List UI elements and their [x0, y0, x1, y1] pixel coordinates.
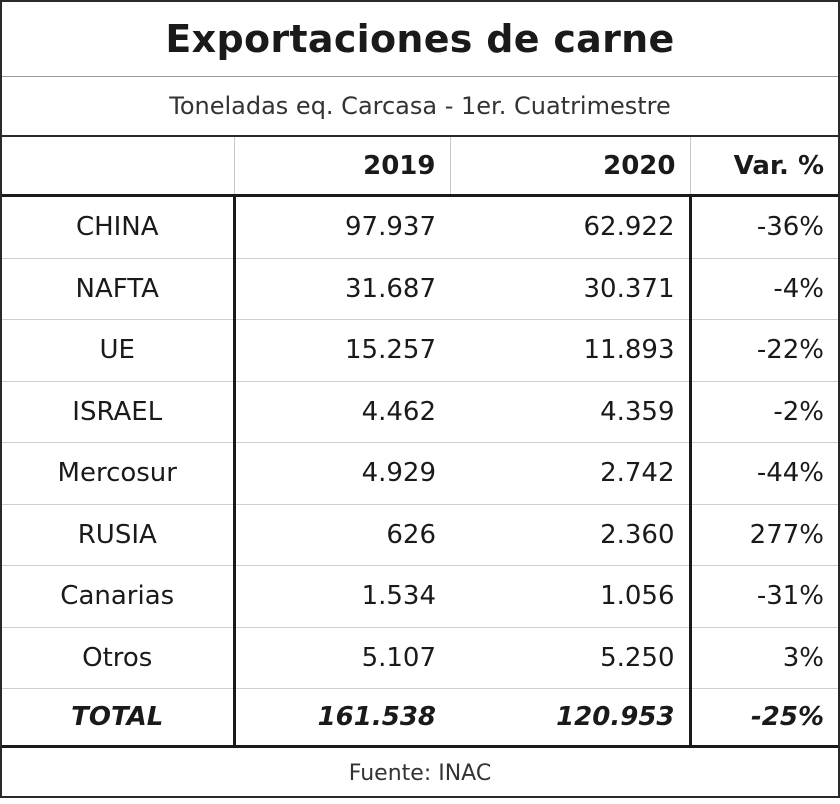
value-2019-cell: 97.937	[232, 195, 450, 259]
value-2019-cell: 5.107	[232, 627, 450, 689]
value-2019-cell: 31.687	[232, 258, 450, 320]
total-var: -25%	[688, 688, 838, 748]
table-subtitle: Toneladas eq. Carcasa - 1er. Cuatrimestr…	[2, 77, 838, 137]
variation-cell: 3%	[688, 627, 838, 689]
table-row: UE 15.257 11.893 -22%	[2, 319, 838, 382]
table-body: CHINA 97.937 62.922 -36% NAFTA 31.687 30.371 -4…	[2, 195, 838, 748]
value-2020-cell: 4.359	[450, 381, 690, 443]
country-cell: CHINA	[2, 195, 234, 259]
header-2020: 2020	[449, 137, 690, 197]
table-row: Mercosur 4.929 2.742 -44%	[2, 442, 838, 505]
table-row: CHINA 97.937 62.922 -36%	[2, 195, 838, 259]
value-2019-cell: 1.534	[232, 565, 450, 628]
header-empty	[2, 137, 234, 197]
country-cell: NAFTA	[2, 258, 234, 320]
source-note: Fuente: INAC	[348, 761, 492, 786]
value-2019-cell: 626	[232, 504, 450, 566]
variation-cell: 277%	[688, 504, 838, 566]
value-2020-cell: 2.742	[450, 442, 690, 505]
table-title: Exportaciones de carne	[2, 2, 838, 77]
table-row: NAFTA 31.687 30.371 -4%	[2, 258, 838, 320]
table-row: Canarias 1.534 1.056 -31%	[2, 565, 838, 628]
table-row: Otros 5.107 5.250 3%	[2, 627, 838, 689]
variation-cell: -36%	[688, 195, 838, 259]
country-cell: Mercosur	[2, 442, 234, 505]
country-cell: ISRAEL	[2, 381, 234, 443]
value-2019-cell: 4.929	[232, 442, 450, 505]
value-2020-cell: 11.893	[450, 319, 690, 382]
country-cell: RUSIA	[2, 504, 234, 566]
value-2020-cell: 62.922	[450, 195, 690, 259]
value-2020-cell: 1.056	[450, 565, 690, 628]
variation-cell: -31%	[688, 565, 838, 628]
table-row: ISRAEL 4.462 4.359 -2%	[2, 381, 838, 443]
variation-cell: -2%	[688, 381, 838, 443]
header-var: Var. %	[689, 137, 838, 197]
country-cell: UE	[2, 319, 234, 382]
variation-cell: -4%	[688, 258, 838, 320]
value-2020-cell: 5.250	[450, 627, 690, 689]
country-cell: Canarias	[2, 565, 234, 628]
total-row: TOTAL 161.538 120.953 -25%	[2, 688, 838, 748]
header-row: 2019 2020 Var. %	[2, 137, 838, 197]
value-2020-cell: 30.371	[450, 258, 690, 320]
total-label: TOTAL	[2, 688, 234, 748]
header-2019: 2019	[233, 137, 450, 197]
value-2019-cell: 15.257	[232, 319, 450, 382]
table-row: RUSIA 626 2.360 277%	[2, 504, 838, 566]
exports-table: 2019 2020 Var. % CHINA 97.937 62.922 -36% NA…	[2, 137, 838, 748]
value-2020-cell: 2.360	[450, 504, 690, 566]
country-cell: Otros	[2, 627, 234, 689]
variation-cell: -44%	[688, 442, 838, 505]
total-2019: 161.538	[232, 688, 450, 748]
variation-cell: -22%	[688, 319, 838, 382]
total-2020: 120.953	[450, 688, 690, 748]
value-2019-cell: 4.462	[232, 381, 450, 443]
